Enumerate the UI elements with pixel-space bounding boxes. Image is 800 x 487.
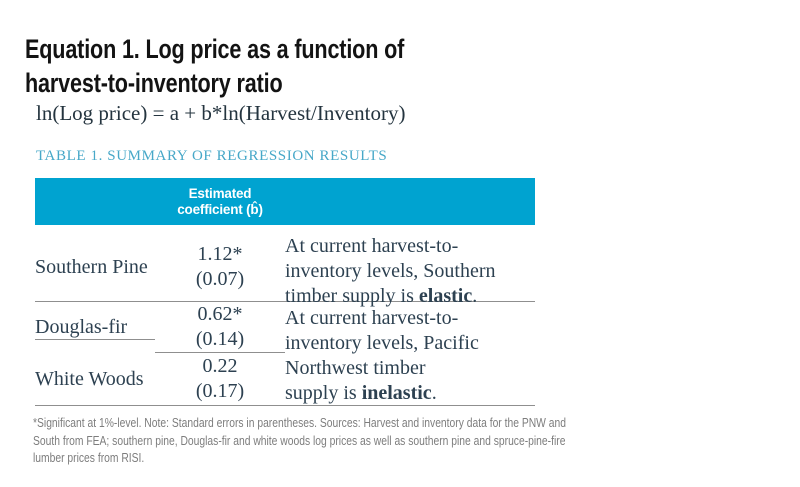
coefficient-value: 1.12* xyxy=(197,243,243,265)
row-label: White Woods xyxy=(35,367,144,390)
regression-table: Estimated coefficient (b̂) Southern Pine… xyxy=(35,178,535,406)
table-caption: TABLE 1. SUMMARY OF REGRESSION RESULTS xyxy=(36,148,388,164)
coefficient-value: 0.22 xyxy=(202,355,238,377)
coefficient-cell: 0.62* (0.14) xyxy=(155,302,285,353)
title-line-1: Equation 1. Log price as a function of xyxy=(25,34,405,65)
equation-text: ln(Log price) = a + b*ln(Harvest/Invento… xyxy=(36,101,406,125)
coefficient-value: 0.62* xyxy=(197,303,243,325)
note-period: . xyxy=(431,382,437,404)
std-error-value: (0.17) xyxy=(195,380,245,402)
note-text: At current harvest-to- inventory levels,… xyxy=(285,307,479,404)
coefficient-cell: 1.12* (0.07) xyxy=(155,242,285,292)
column-header-line-2: coefficient (b̂) xyxy=(177,201,263,217)
footnote-text: *Significant at 1%-level. Note: Standard… xyxy=(33,415,567,466)
coefficient-cell: 0.22 (0.17) xyxy=(155,354,285,404)
note-period: . xyxy=(472,285,478,307)
interpretation-note-pnw: At current harvest-to- inventory levels,… xyxy=(285,301,535,406)
page-title: Equation 1. Log price as a function of h… xyxy=(25,32,404,100)
table-rows-pnw: Douglas-fir 0.62* (0.14) At current harv… xyxy=(35,302,535,405)
interpretation-note-south: At current harvest-to- inventory levels,… xyxy=(285,225,535,309)
title-line-2: harvest-to-inventory ratio xyxy=(25,68,283,99)
column-header-estimated-coefficient: Estimated coefficient (b̂) xyxy=(155,186,285,218)
footnote: *Significant at 1%-level. Note: Standard… xyxy=(33,414,573,467)
table-row-southern-pine: Southern Pine 1.12* (0.07) At current ha… xyxy=(35,225,535,307)
note-text: At current harvest-to- inventory levels,… xyxy=(285,235,496,307)
column-header-line-1: Estimated xyxy=(188,185,252,201)
table-header: Estimated coefficient (b̂) xyxy=(35,178,535,225)
row-label: Douglas-fir xyxy=(35,316,155,340)
row-label: Southern Pine xyxy=(35,255,148,278)
note-bold-word: elastic xyxy=(418,285,473,307)
table-body: Southern Pine 1.12* (0.07) At current ha… xyxy=(35,225,535,406)
std-error-value: (0.14) xyxy=(195,328,245,350)
std-error-value: (0.07) xyxy=(195,268,245,290)
note-bold-word: inelastic xyxy=(361,382,432,404)
